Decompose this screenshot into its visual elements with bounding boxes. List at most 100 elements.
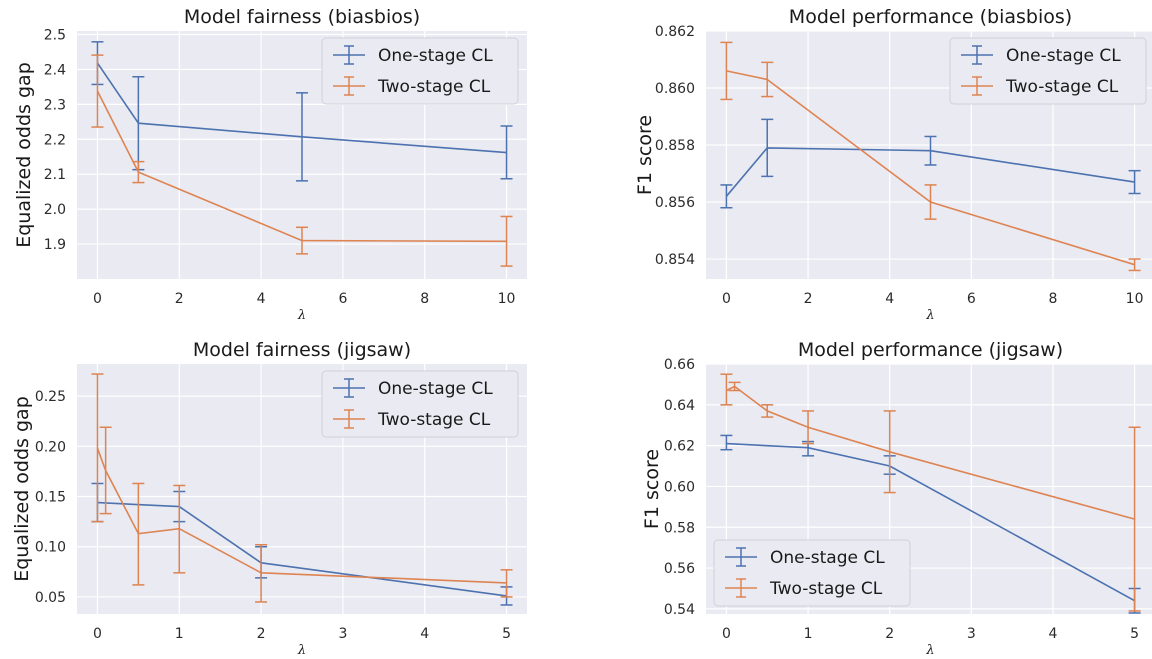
error-bar bbox=[255, 543, 268, 603]
y-tick-label: 0.64 bbox=[664, 398, 695, 414]
y-axis-label: F1 score bbox=[634, 115, 656, 195]
legend-item: One-stage CL bbox=[725, 547, 885, 568]
chart-title: Model performance (jigsaw) bbox=[798, 339, 1063, 361]
chart-title: Model performance (biasbios) bbox=[789, 6, 1072, 28]
x-tick-label: 0 bbox=[722, 291, 731, 307]
legend: One-stage CL Two-stage CL bbox=[949, 37, 1147, 105]
series-line-one-stage bbox=[725, 147, 1135, 197]
x-tick-label: 4 bbox=[257, 291, 266, 307]
error-bar bbox=[296, 92, 308, 182]
legend-box bbox=[949, 37, 1147, 105]
y-tick-label: 2.5 bbox=[44, 27, 66, 43]
series-line-two-stage bbox=[726, 70, 1135, 266]
y-tick-label: 0.862 bbox=[655, 24, 695, 40]
legend-item: One-stage CL bbox=[333, 45, 493, 66]
legend-item: Two-stage CL bbox=[333, 409, 491, 430]
x-tick-label: 4 bbox=[1048, 626, 1057, 642]
x-tick-label: 8 bbox=[420, 291, 429, 307]
y-axis-label: Equalized odds gap bbox=[13, 62, 35, 248]
series-line-one-stage bbox=[726, 442, 1135, 602]
x-tick-label: 6 bbox=[967, 291, 976, 307]
y-tick-label: 0.56 bbox=[664, 561, 695, 577]
chart-title: Model fairness (jigsaw) bbox=[193, 339, 411, 361]
error-bar bbox=[1128, 426, 1141, 612]
error-bar bbox=[1128, 258, 1141, 272]
x-tick-label: 1 bbox=[175, 626, 184, 642]
legend-box bbox=[321, 37, 519, 105]
series-line-two-stage bbox=[96, 90, 507, 243]
error-bar bbox=[761, 61, 774, 98]
error-bar bbox=[296, 226, 308, 255]
y-tick-label: 0.66 bbox=[664, 357, 695, 373]
x-tick-label: 10 bbox=[1126, 291, 1144, 307]
x-tick-label: 4 bbox=[885, 291, 894, 307]
y-tick-label: 0.10 bbox=[35, 540, 66, 556]
error-bar bbox=[802, 410, 815, 445]
y-tick-label: 0.62 bbox=[664, 439, 695, 455]
series-group bbox=[720, 373, 1141, 614]
x-tick-label: 3 bbox=[338, 626, 347, 642]
series-group bbox=[91, 373, 513, 606]
y-tick-label: 0.856 bbox=[655, 195, 695, 211]
x-axis-label: λ bbox=[925, 643, 934, 658]
x-tick-label: 4 bbox=[420, 626, 429, 642]
y-tick-label: 0.58 bbox=[664, 520, 695, 536]
error-bar bbox=[91, 54, 104, 128]
series-group bbox=[720, 41, 1141, 272]
legend-label: Two-stage CL bbox=[769, 579, 883, 599]
x-tick-label: 2 bbox=[175, 291, 184, 307]
legend-label: Two-stage CL bbox=[377, 77, 491, 97]
y-tick-label: 2.4 bbox=[44, 62, 66, 78]
x-axis-label: λ bbox=[297, 643, 306, 658]
series-line-one-stage bbox=[96, 62, 507, 154]
y-tick-label: 2.1 bbox=[44, 167, 66, 183]
series-line-two-stage bbox=[96, 448, 507, 584]
chart-panel-2: 0 2 4 6 8 10 0.854 0.856 0.858 0.860 0.862 Model pe… bbox=[634, 6, 1152, 323]
legend-item: One-stage CL bbox=[333, 378, 493, 399]
y-tick-label: 0.05 bbox=[35, 590, 66, 606]
legend-box bbox=[321, 370, 519, 438]
x-tick-label: 5 bbox=[1130, 626, 1139, 642]
series-line-two-stage bbox=[726, 385, 1135, 520]
y-tick-label: 0.854 bbox=[655, 252, 695, 268]
y-tick-label: 0.15 bbox=[35, 490, 66, 506]
y-tick-label: 0.20 bbox=[35, 439, 66, 455]
x-tick-label: 5 bbox=[502, 626, 511, 642]
y-tick-label: 2.3 bbox=[44, 97, 66, 113]
legend: One-stage CL Two-stage CL bbox=[321, 37, 519, 105]
error-bar bbox=[1128, 169, 1141, 195]
x-tick-label: 0 bbox=[722, 626, 731, 642]
chart-title: Model fairness (biasbios) bbox=[184, 6, 420, 28]
error-bar bbox=[500, 215, 513, 267]
legend-label: One-stage CL bbox=[770, 548, 885, 568]
x-tick-label: 2 bbox=[885, 626, 894, 642]
legend: One-stage CL Two-stage CL bbox=[321, 370, 519, 438]
chart-panel-1: 0 2 4 6 8 10 1.9 2.0 2.1 2.2 2.3 2.4 2.5 Model fairne… bbox=[13, 6, 527, 323]
error-bar bbox=[500, 125, 513, 180]
error-bar bbox=[720, 373, 733, 406]
legend-label: One-stage CL bbox=[378, 46, 493, 66]
x-tick-label: 6 bbox=[338, 291, 347, 307]
error-bar bbox=[761, 404, 774, 418]
y-axis-label: Equalized odds gap bbox=[11, 396, 33, 582]
y-tick-label: 0.858 bbox=[655, 138, 695, 154]
x-tick-label: 0 bbox=[93, 291, 102, 307]
x-axis-label: λ bbox=[297, 308, 306, 323]
error-bar bbox=[173, 484, 186, 574]
error-bar bbox=[132, 160, 145, 184]
error-bar bbox=[500, 569, 513, 598]
legend-item: Two-stage CL bbox=[961, 76, 1119, 97]
error-bar bbox=[728, 381, 741, 392]
error-bar bbox=[132, 482, 145, 586]
legend-label: Two-stage CL bbox=[1005, 77, 1119, 97]
error-bar bbox=[924, 135, 937, 166]
x-tick-label: 2 bbox=[804, 291, 813, 307]
x-tick-label: 8 bbox=[1048, 291, 1057, 307]
legend-item: One-stage CL bbox=[961, 45, 1121, 66]
x-tick-label: 3 bbox=[967, 626, 976, 642]
x-tick-label: 2 bbox=[257, 626, 266, 642]
x-tick-label: 1 bbox=[804, 626, 813, 642]
y-tick-label: 2.2 bbox=[44, 132, 66, 148]
series-group bbox=[91, 41, 513, 267]
